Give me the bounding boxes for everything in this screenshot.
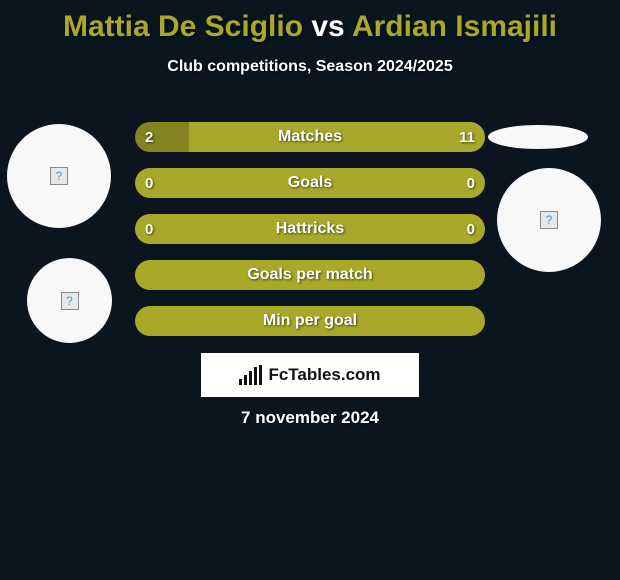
placeholder-icon: ? — [50, 167, 68, 185]
stat-value-left: 0 — [135, 168, 163, 198]
fctables-logo: FcTables.com — [201, 353, 419, 397]
stat-label: Hattricks — [135, 214, 485, 244]
stat-row: Min per goal — [135, 306, 485, 336]
stat-value-right: 11 — [449, 122, 485, 152]
stat-value-left: 0 — [135, 214, 163, 244]
stat-row: Goals0 0 — [135, 168, 485, 198]
player2-oval — [488, 125, 588, 149]
player1-club-avatar: ? — [27, 258, 112, 343]
vs-text: vs — [303, 10, 352, 43]
logo-bars-icon — [239, 365, 262, 385]
player2-avatar: ? — [497, 168, 601, 272]
stat-label: Goals per match — [135, 260, 485, 290]
stat-row: Matches2 11 — [135, 122, 485, 152]
stat-value-right: 0 — [457, 214, 485, 244]
stat-row: Goals per match — [135, 260, 485, 290]
stat-label: Min per goal — [135, 306, 485, 336]
stats-bars: Matches211Goals00Hattricks00Goals per ma… — [135, 122, 485, 352]
placeholder-icon: ? — [540, 211, 558, 229]
subtitle: Club competitions, Season 2024/2025 — [0, 58, 620, 76]
comparison-title: Mattia De Sciglio vs Ardian Ismajili — [0, 0, 620, 44]
stat-label: Goals — [135, 168, 485, 198]
logo-text: FcTables.com — [268, 365, 380, 385]
stat-label: Matches — [135, 122, 485, 152]
player1-name: Mattia De Sciglio — [63, 10, 303, 43]
date-label: 7 november 2024 — [0, 408, 620, 428]
placeholder-icon: ? — [61, 292, 79, 310]
player2-name: Ardian Ismajili — [352, 10, 557, 43]
player1-avatar: ? — [7, 124, 111, 228]
stat-value-right: 0 — [457, 168, 485, 198]
stat-value-left: 2 — [135, 122, 163, 152]
stat-row: Hattricks0 0 — [135, 214, 485, 244]
